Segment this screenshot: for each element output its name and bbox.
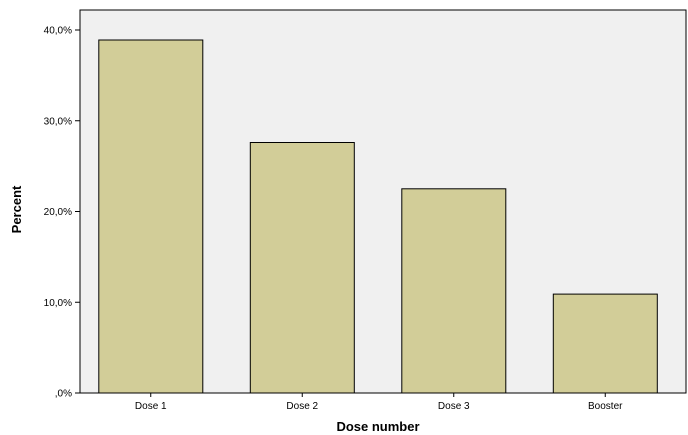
bar-dose-2 (249, 142, 355, 394)
x-tick-label: Dose 1 (135, 401, 167, 412)
x-axis-title: Dose number (336, 419, 419, 434)
y-tick-label: 40,0% (44, 26, 72, 37)
bar-dose-3 (401, 188, 507, 394)
x-tick-label: Booster (588, 401, 623, 412)
axes-group (79, 10, 686, 394)
y-tick-label: ,0% (55, 389, 72, 400)
x-tick-label: Dose 2 (286, 401, 318, 412)
x-tick-label: Dose 3 (438, 401, 470, 412)
bars-group (98, 39, 658, 394)
y-ticks-group: ,0% 10,0% 20,0% 30,0% 40,0% (44, 26, 80, 400)
y-axis-title: Percent (9, 185, 24, 233)
y-tick-label: 30,0% (44, 116, 72, 127)
bar-booster (552, 293, 658, 394)
y-tick-label: 20,0% (44, 207, 72, 218)
bar-dose-1 (98, 39, 204, 394)
x-ticks-group: Dose 1 Dose 2 Dose 3 Booster (135, 393, 623, 412)
y-tick-label: 10,0% (44, 298, 72, 309)
